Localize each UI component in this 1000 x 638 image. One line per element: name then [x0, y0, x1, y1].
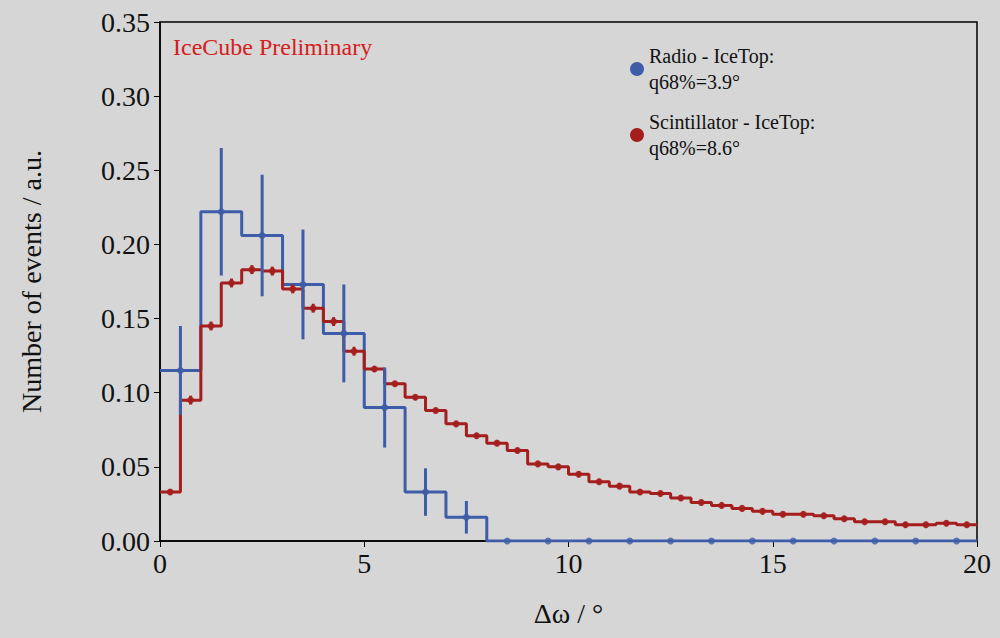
svg-text:0.00: 0.00	[101, 526, 150, 557]
svg-text:0.05: 0.05	[101, 451, 150, 482]
svg-text:0.35: 0.35	[101, 7, 150, 38]
svg-text:5: 5	[357, 548, 371, 579]
svg-text:Δω / °: Δω / °	[534, 598, 603, 629]
svg-text:0.20: 0.20	[101, 229, 150, 260]
svg-text:q68%=3.9°: q68%=3.9°	[649, 71, 740, 94]
svg-text:0.25: 0.25	[101, 155, 150, 186]
svg-text:Number of events / a.u.: Number of events / a.u.	[16, 150, 47, 413]
svg-text:15: 15	[759, 548, 787, 579]
svg-text:Scintillator - IceTop:: Scintillator - IceTop:	[649, 111, 815, 134]
svg-text:0.15: 0.15	[101, 303, 150, 334]
svg-text:0.30: 0.30	[101, 81, 150, 112]
svg-text:0.10: 0.10	[101, 377, 150, 408]
svg-text:10: 10	[555, 548, 583, 579]
svg-text:20: 20	[963, 548, 991, 579]
svg-text:IceCube Preliminary: IceCube Preliminary	[173, 34, 372, 60]
svg-text:0: 0	[153, 548, 167, 579]
svg-text:Radio - IceTop:: Radio - IceTop:	[649, 45, 774, 68]
svg-text:q68%=8.6°: q68%=8.6°	[649, 137, 740, 160]
